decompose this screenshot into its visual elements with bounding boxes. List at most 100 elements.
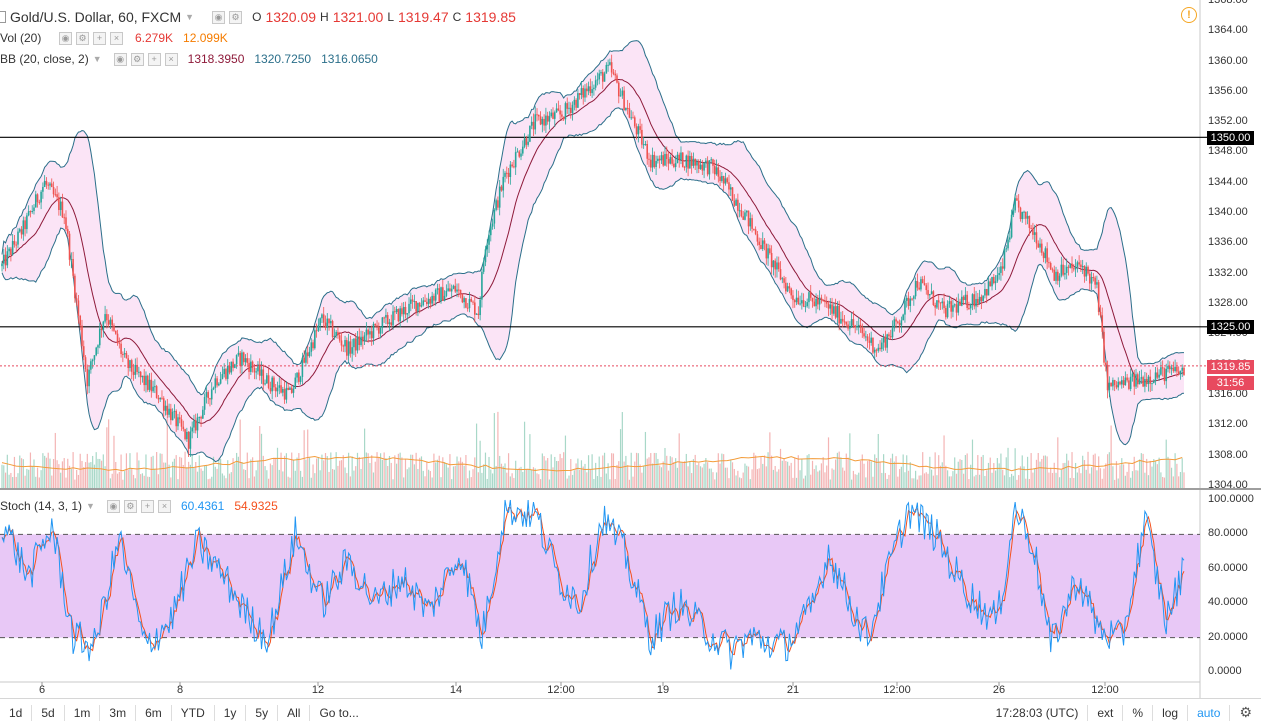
volume-bar (705, 458, 707, 488)
volume-bar (1000, 453, 1002, 488)
candle-body (1069, 263, 1072, 268)
alert-icon[interactable]: ! (1181, 7, 1197, 23)
volume-bar (125, 453, 128, 488)
range-button-1y[interactable]: 1y (223, 705, 237, 720)
volume-bar (971, 439, 974, 488)
candle-body (262, 369, 265, 385)
volume-bar (262, 455, 264, 488)
price-tick-label: 1304.00 (1208, 479, 1248, 491)
close-icon[interactable]: × (157, 499, 171, 513)
candle-body (895, 319, 897, 322)
range-button-5y[interactable]: 5y (255, 705, 269, 720)
candle-body (1101, 315, 1104, 332)
add-icon[interactable]: + (140, 499, 154, 513)
ext-toggle[interactable]: ext (1097, 705, 1114, 720)
volume-bar (49, 458, 51, 488)
candle-body (507, 172, 510, 177)
volume-bar (358, 457, 360, 488)
candle-body (530, 121, 533, 126)
goto-button[interactable]: Go to... (319, 705, 359, 720)
gear-icon[interactable]: ⚙ (1239, 704, 1252, 720)
volume-bar (808, 454, 810, 488)
range-button-1d[interactable]: 1d (9, 705, 23, 720)
chart-canvas[interactable] (0, 0, 1261, 698)
volume-bar (888, 474, 890, 488)
candle-body (449, 288, 451, 292)
clock-time[interactable]: 17:28:03 (UTC) (995, 705, 1079, 720)
range-button-all[interactable]: All (287, 705, 301, 720)
close-icon[interactable]: × (164, 52, 178, 66)
candle-body (998, 272, 1000, 276)
eye-icon[interactable]: ◉ (113, 52, 127, 66)
candle-body (655, 160, 657, 167)
percent-toggle[interactable]: % (1132, 705, 1144, 720)
volume-bar (648, 457, 650, 488)
stoch-dropdown-icon[interactable]: ▼ (86, 501, 95, 511)
volume-bar (785, 460, 787, 488)
candle-body (324, 322, 327, 328)
close-icon[interactable]: × (110, 31, 123, 45)
range-button-5d[interactable]: 5d (41, 705, 55, 720)
candle-body (957, 301, 960, 313)
volume-bar (555, 461, 558, 488)
candle-body (520, 153, 522, 157)
candle-body (953, 304, 956, 306)
volume-bar (643, 465, 645, 488)
bb-name[interactable]: BB (20, close, 2) (0, 52, 89, 66)
candle-body (356, 336, 359, 351)
add-icon[interactable]: + (147, 52, 161, 66)
candle-body (322, 314, 325, 323)
settings-icon[interactable]: ⚙ (76, 31, 89, 45)
candle-body (537, 114, 540, 117)
volume-bar (939, 465, 942, 488)
stoch-name[interactable]: Stoch (14, 3, 1) (0, 499, 83, 513)
candle-body (980, 296, 983, 302)
volume-bar (111, 473, 113, 488)
auto-toggle[interactable]: auto (1197, 705, 1221, 720)
candle-body (769, 248, 771, 254)
candle-body (472, 301, 474, 303)
range-button-1m[interactable]: 1m (73, 705, 91, 720)
volume-bar (961, 459, 963, 488)
eye-icon[interactable]: ◉ (106, 499, 120, 513)
settings-icon[interactable]: ⚙ (123, 499, 137, 513)
volume-bar (131, 468, 133, 488)
bb-dropdown-icon[interactable]: ▼ (92, 54, 102, 64)
candle-body (733, 200, 736, 206)
range-button-6m[interactable]: 6m (145, 705, 162, 720)
volume-bar (314, 473, 316, 488)
candle-body (489, 226, 492, 236)
candle-body (909, 298, 912, 306)
candle-body (258, 365, 261, 376)
add-icon[interactable]: + (93, 31, 106, 45)
range-button-ytd[interactable]: YTD (180, 705, 205, 720)
candle-body (623, 90, 625, 111)
symbol-dropdown-icon[interactable]: ▼ (185, 12, 195, 22)
volume-bar (166, 419, 168, 488)
eye-icon[interactable]: ◉ (212, 10, 226, 24)
candle-body (930, 291, 933, 295)
candle-body (902, 314, 904, 321)
range-button-3m[interactable]: 3m (109, 705, 127, 720)
eye-icon[interactable]: ◉ (59, 31, 72, 45)
candle-body (321, 314, 323, 319)
volume-bar (266, 470, 268, 488)
candle-body (824, 300, 826, 303)
settings-icon[interactable]: ⚙ (229, 10, 243, 24)
settings-icon[interactable]: ⚙ (130, 52, 144, 66)
collapse-icon[interactable] (0, 11, 6, 23)
candle-body (454, 285, 457, 292)
log-toggle[interactable]: log (1162, 705, 1179, 720)
candle-body (1090, 277, 1093, 284)
candle-body (271, 377, 273, 392)
volume-bar (1172, 476, 1174, 488)
candle-body (413, 301, 416, 303)
candle-body (418, 302, 421, 307)
candle-body (452, 285, 455, 289)
candle-body (27, 211, 30, 216)
vol-name[interactable]: Vol (20) (0, 31, 42, 45)
symbol-title[interactable]: Gold/U.S. Dollar, 60, FXCM (10, 9, 182, 25)
volume-bar (1067, 460, 1070, 488)
volume-bar (1048, 472, 1050, 488)
volume-bar (426, 461, 428, 488)
